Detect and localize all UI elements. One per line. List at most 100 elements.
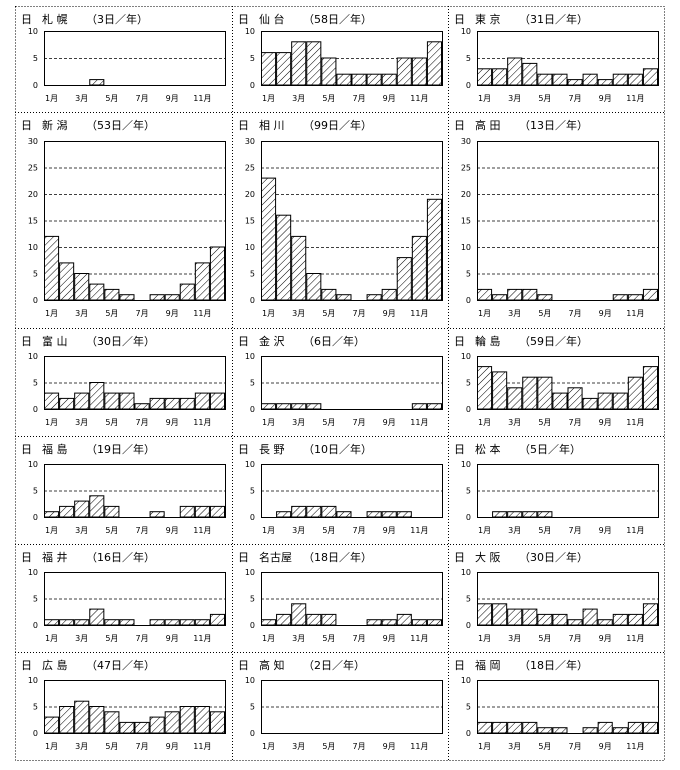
x-tick-label: 1月 (45, 742, 58, 751)
x-tick-label: 1月 (478, 309, 491, 318)
bar (627, 721, 643, 734)
bar (612, 392, 628, 410)
unit-label: 日 (21, 119, 32, 132)
bar (507, 511, 523, 518)
bar (537, 376, 553, 410)
x-tick-label: 5月 (322, 94, 335, 103)
bar (411, 403, 427, 410)
bar (119, 294, 135, 301)
x-tick-label: 9月 (383, 634, 396, 643)
x-tick-label: 11月 (410, 742, 428, 751)
bar (642, 603, 659, 626)
bar (261, 403, 277, 410)
x-tick-label: 9月 (383, 526, 396, 535)
y-tick-label: 5 (33, 54, 38, 63)
x-tick-label: 1月 (478, 526, 491, 535)
x-tick-label: 7月 (135, 309, 148, 318)
bar (261, 177, 277, 301)
bar (477, 721, 493, 734)
plot-frame (477, 464, 659, 518)
y-tick-label: 10 (461, 243, 471, 252)
x-tick-label: 5月 (538, 94, 551, 103)
x-tick-label: 11月 (193, 94, 211, 103)
unit-label: 日 (21, 443, 32, 456)
bar (492, 721, 508, 734)
bar (194, 619, 210, 626)
x-tick-label: 11月 (410, 309, 428, 318)
annual-days: （30日／年） (519, 550, 588, 564)
bar (276, 403, 292, 410)
y-tick-label: 0 (466, 621, 471, 630)
x-tick-label: 11月 (193, 309, 211, 318)
bar (411, 57, 427, 86)
station-chart: 日福 井 （16日／年） 0 5 10 1月 3月 5月 7月 9月 11月 (21, 550, 226, 643)
bar (321, 505, 337, 518)
x-tick-label: 11月 (193, 526, 211, 535)
bar (642, 721, 659, 734)
x-tick-label: 11月 (410, 418, 428, 427)
y-tick-label: 10 (245, 460, 255, 469)
bar (276, 214, 292, 301)
bar (582, 608, 598, 626)
plot-frame (261, 141, 443, 301)
station-chart: 日高 知 （2日／年） 0 5 10 1月 3月 5月 7月 9月 11月 (238, 658, 443, 751)
bar (89, 608, 105, 626)
x-tick-label: 11月 (410, 634, 428, 643)
y-tick-label: 10 (461, 676, 471, 685)
unit-label: 日 (238, 335, 249, 348)
bar (336, 73, 352, 86)
bar (507, 721, 523, 734)
x-tick-label: 3月 (508, 309, 521, 318)
x-tick-label: 1月 (262, 634, 275, 643)
bar (627, 376, 643, 410)
x-tick-label: 9月 (383, 94, 396, 103)
bar (261, 619, 277, 626)
annual-days: （3日／年） (86, 12, 148, 26)
bar (351, 73, 367, 86)
station-chart: 日名古屋 （18日／年） 0 5 10 1月 3月 5月 7月 9月 11月 (238, 550, 443, 643)
bar (89, 283, 105, 301)
y-tick-label: 0 (33, 729, 38, 738)
plot-frame (261, 680, 443, 734)
bar (552, 392, 568, 410)
bar (537, 727, 553, 734)
x-tick-label: 9月 (599, 526, 612, 535)
bar (276, 52, 292, 86)
unit-label: 日 (21, 335, 32, 348)
x-tick-label: 7月 (568, 742, 581, 751)
x-tick-label: 5月 (105, 418, 118, 427)
x-tick-label: 5月 (105, 634, 118, 643)
x-tick-label: 1月 (262, 94, 275, 103)
bar (552, 73, 568, 86)
bar (179, 706, 195, 734)
y-tick-label: 10 (461, 568, 471, 577)
unit-label: 日 (238, 659, 249, 672)
y-tick-label: 0 (33, 513, 38, 522)
station-chart: 日輪 島 （59日／年） 0 5 10 1月 3月 5月 7月 9月 11月 (454, 334, 659, 427)
x-tick-label: 5月 (105, 309, 118, 318)
y-tick-label: 5 (250, 379, 255, 388)
x-tick-label: 5月 (105, 94, 118, 103)
bar (104, 288, 120, 301)
bar (179, 283, 195, 301)
bar (597, 79, 613, 86)
x-tick-label: 3月 (508, 742, 521, 751)
plot-frame (477, 356, 659, 410)
station-name: 仙 台 (259, 12, 285, 26)
station-chart: 日広 島 （47日／年） 0 5 10 1月 3月 5月 7月 9月 11月 (21, 658, 226, 751)
x-tick-label: 3月 (508, 418, 521, 427)
x-tick-label: 1月 (478, 634, 491, 643)
bar (396, 613, 412, 626)
bar (477, 366, 493, 410)
x-tick-label: 7月 (352, 634, 365, 643)
x-tick-label: 7月 (568, 94, 581, 103)
bar (627, 613, 643, 626)
bar (366, 619, 382, 626)
bar (381, 511, 397, 518)
x-tick-label: 3月 (292, 94, 305, 103)
x-tick-label: 7月 (352, 309, 365, 318)
bar (291, 505, 307, 518)
unit-label: 日 (238, 119, 249, 132)
y-tick-label: 0 (466, 296, 471, 305)
station-chart: 日高 田 （13日／年） 0 5 10 15 20 25 30 1月 3月 5月 7月 9月 11月 (454, 118, 659, 318)
